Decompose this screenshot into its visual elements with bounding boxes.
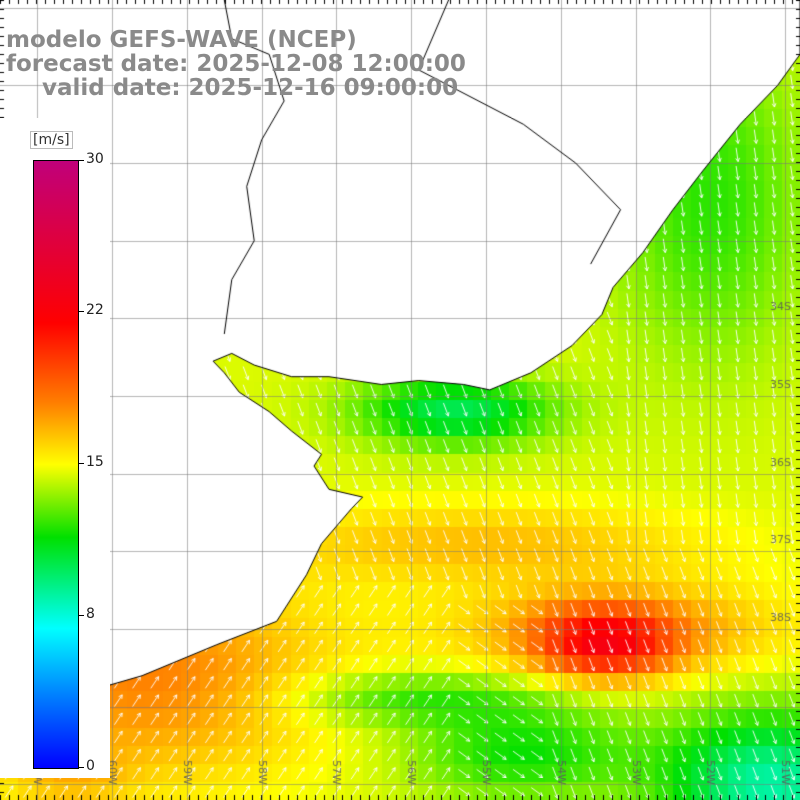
colorbar-tick-label: 30 [86,151,104,167]
colorbar-tick-line [78,160,84,161]
colorbar-tick-label: 22 [86,302,104,318]
colorbar-tick-label: 15 [86,454,104,470]
colorbar-unit: [m/s] [30,131,73,149]
colorbar-tick-line [78,615,84,616]
colorbar-tick-line [78,311,84,312]
model-title: modelo GEFS-WAVE (NCEP) [6,27,357,53]
colorbar-tick-label: 8 [86,606,95,622]
colorbar-tick-label: 0 [86,758,95,774]
colorbar-tick-line [78,767,84,768]
colorbar-tick-line [78,463,84,464]
colorbar [33,160,79,769]
valid-date: valid date: 2025-12-16 09:00:00 [42,75,459,101]
forecast-date: forecast date: 2025-12-08 12:00:00 [6,51,466,77]
figure-title: modelo GEFS-WAVE (NCEP) forecast date: 2… [6,28,466,100]
